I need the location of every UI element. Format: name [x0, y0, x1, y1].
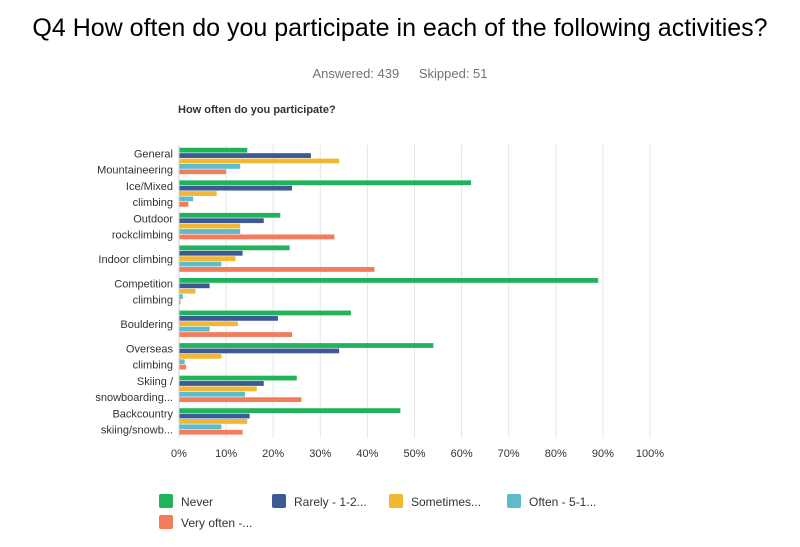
legend-swatch: [159, 494, 173, 508]
bar: [179, 201, 189, 207]
bar: [179, 288, 196, 294]
bar: [179, 229, 241, 234]
bar: [179, 250, 243, 256]
legend-label: Rarely - 1-2...: [294, 495, 367, 509]
bar: [179, 408, 401, 414]
bar: [179, 245, 290, 251]
legend-swatch: [389, 494, 403, 508]
bar: [179, 348, 340, 354]
bar: [179, 332, 293, 337]
x-tick-label: 10%: [215, 448, 237, 460]
bar: [179, 234, 335, 240]
bar: [179, 299, 181, 305]
category-label: Outdoor: [133, 213, 173, 225]
category-label: Backcountry: [112, 409, 173, 421]
x-tick-label: 0%: [171, 448, 187, 460]
bar: [179, 429, 243, 435]
response-stats: Answered: 439 Skipped: 51: [0, 66, 800, 81]
bar: [179, 294, 183, 299]
category-label: climbing: [133, 295, 173, 307]
skipped-count: Skipped: 51: [418, 66, 488, 81]
category-label: climbing: [133, 360, 173, 372]
bar: [179, 261, 222, 267]
x-tick-label: 40%: [356, 448, 378, 460]
bar: [179, 267, 375, 272]
x-tick-label: 30%: [309, 448, 331, 460]
bar: [179, 364, 187, 370]
bar: [179, 223, 241, 229]
bar: [179, 147, 248, 153]
x-tick-label: 80%: [545, 448, 567, 460]
legend-label: Sometimes...: [411, 495, 482, 509]
bar: [179, 310, 351, 316]
legend-swatch: [159, 515, 173, 529]
x-tick-label: 90%: [592, 448, 614, 460]
bar: [179, 191, 217, 196]
chart-title: How often do you participate?: [178, 104, 336, 116]
bar: [179, 163, 241, 169]
category-label: Overseas: [126, 344, 174, 356]
bar: [179, 196, 194, 202]
category-label: skiing/snowb...: [101, 425, 173, 437]
category-label: climbing: [133, 197, 173, 209]
x-tick-label: 100%: [636, 448, 664, 460]
bar: [179, 321, 238, 327]
bar: [179, 413, 250, 419]
bar: [179, 343, 434, 348]
bar: [179, 397, 302, 403]
bar: [179, 353, 222, 359]
category-label: Bouldering: [120, 319, 173, 331]
legend-label: Often - 5-1...: [529, 495, 597, 509]
x-tick-label: 70%: [498, 448, 520, 460]
bar: [179, 315, 278, 321]
answered-count: Answered: 439: [312, 66, 400, 81]
x-tick-label: 50%: [403, 448, 425, 460]
legend-label: Very often -...: [181, 516, 253, 530]
bar: [179, 278, 599, 283]
category-label: rockclimbing: [112, 229, 173, 241]
legend-label: Never: [181, 495, 214, 509]
bar: [179, 381, 264, 386]
bar: [179, 391, 245, 397]
category-label: Mountaineering: [97, 164, 173, 176]
bar: [179, 386, 257, 392]
bar: [179, 419, 248, 424]
bar: [179, 326, 210, 332]
category-label: General: [134, 148, 173, 160]
bar: [179, 169, 227, 175]
category-label: Competition: [114, 279, 173, 291]
bar: [179, 424, 222, 430]
bar: [179, 153, 311, 158]
bar: [179, 185, 293, 191]
bar: [179, 359, 185, 365]
x-tick-label: 20%: [262, 448, 284, 460]
bar: [179, 283, 210, 289]
bar: [179, 212, 281, 218]
category-label: Skiing /: [137, 376, 174, 388]
bar: [179, 180, 472, 186]
category-label: snowboarding...: [95, 392, 173, 404]
bar: [179, 256, 236, 262]
bar: [179, 158, 340, 164]
bar: [179, 218, 264, 224]
legend-swatch: [507, 494, 521, 508]
x-tick-label: 60%: [451, 448, 473, 460]
legend-swatch: [272, 494, 286, 508]
question-title: Q4 How often do you participate in each …: [32, 14, 768, 42]
category-label: Ice/Mixed: [126, 181, 173, 193]
bar: [179, 375, 297, 381]
category-label: Indoor climbing: [98, 254, 173, 266]
